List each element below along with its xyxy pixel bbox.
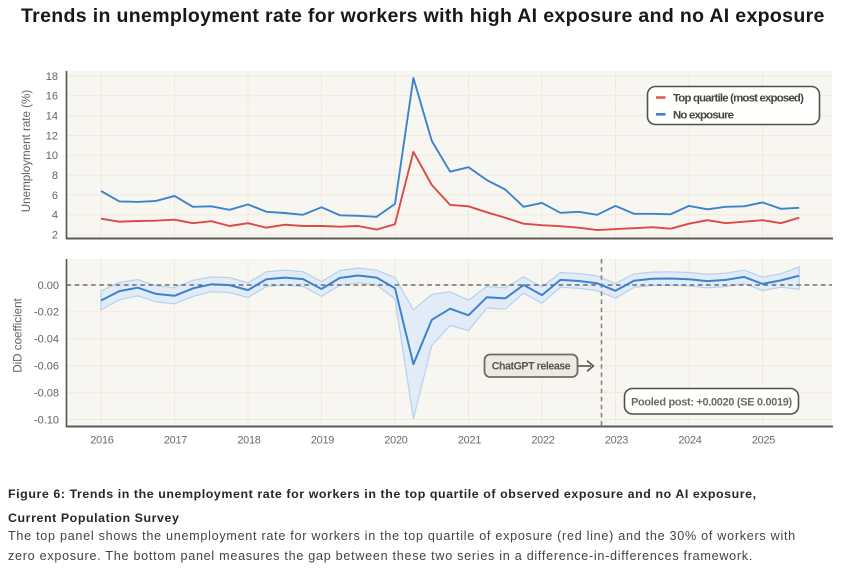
svg-text:16: 16 — [46, 91, 58, 103]
svg-text:Top quartile (most exposed): Top quartile (most exposed) — [673, 93, 804, 105]
svg-text:No exposure: No exposure — [673, 109, 734, 121]
svg-text:18: 18 — [46, 71, 58, 83]
svg-text:0.00: 0.00 — [38, 280, 59, 292]
svg-text:10: 10 — [46, 150, 58, 162]
svg-text:2021: 2021 — [458, 435, 481, 447]
svg-text:-0.04: -0.04 — [34, 334, 59, 346]
svg-text:2024: 2024 — [678, 435, 701, 447]
svg-text:2022: 2022 — [531, 435, 554, 447]
svg-text:8: 8 — [52, 170, 58, 182]
svg-text:6: 6 — [52, 190, 58, 202]
svg-text:4: 4 — [52, 210, 58, 222]
svg-text:Unemployment rate (%): Unemployment rate (%) — [20, 90, 33, 213]
svg-text:2: 2 — [52, 229, 58, 241]
svg-text:2016: 2016 — [90, 435, 113, 447]
svg-text:14: 14 — [46, 111, 58, 123]
svg-text:2017: 2017 — [164, 435, 187, 447]
svg-text:ChatGPT release: ChatGPT release — [492, 361, 571, 373]
svg-text:2020: 2020 — [384, 435, 407, 447]
svg-text:-0.08: -0.08 — [34, 387, 59, 399]
svg-text:2019: 2019 — [311, 435, 334, 447]
svg-text:DiD coefficient: DiD coefficient — [12, 297, 25, 372]
svg-text:12: 12 — [46, 130, 58, 142]
svg-text:-0.06: -0.06 — [34, 361, 59, 373]
svg-text:Pooled post: +0.0020 (SE 0.001: Pooled post: +0.0020 (SE 0.0019) — [631, 396, 792, 408]
svg-text:2025: 2025 — [752, 435, 775, 447]
svg-text:2018: 2018 — [237, 435, 260, 447]
svg-text:-0.02: -0.02 — [34, 307, 59, 319]
svg-text:-0.10: -0.10 — [34, 414, 59, 426]
svg-text:2023: 2023 — [605, 435, 628, 447]
